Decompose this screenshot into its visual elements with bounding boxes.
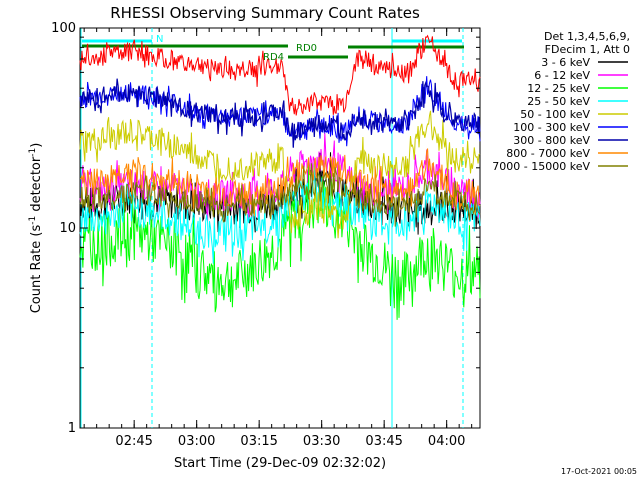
legend-label: 6 - 12 keV <box>534 69 590 82</box>
flag-label-rd4: RD4 <box>263 52 284 63</box>
legend-label: 12 - 25 keV <box>527 82 590 95</box>
x-tick-label: 03:30 <box>303 434 340 449</box>
timestamp: 17-Oct-2021 00:05 <box>561 467 637 476</box>
series-line-50-100-keV <box>79 110 481 239</box>
series-line-300-800-keV <box>79 78 481 148</box>
chart-title: RHESSI Observing Summary Count Rates <box>110 4 420 22</box>
legend-label: 3 - 6 keV <box>541 56 590 69</box>
y-axis: 1 10 100 <box>51 21 480 436</box>
legend-label: 25 - 50 keV <box>527 95 590 108</box>
legend-label: 7000 - 15000 keV <box>492 160 590 173</box>
y-axis-label-main: Count Rate (s <box>29 225 44 314</box>
series-line-upper <box>79 34 481 116</box>
legend-header-line2: FDecim 1, Att 0 <box>545 43 630 56</box>
y-tick-label: 1 <box>68 421 76 436</box>
y-axis-label-end: ) <box>29 143 44 148</box>
flag-label-n: N <box>156 34 163 45</box>
series-line-12-25-keV <box>79 162 481 320</box>
legend-label: 300 - 800 keV <box>513 134 590 147</box>
state-flags <box>82 39 464 59</box>
x-tick-label: 03:15 <box>240 434 277 449</box>
y-axis-label-mid: detector <box>29 156 44 216</box>
y-tick-label: 100 <box>51 21 76 36</box>
x-tick-label: 03:00 <box>178 434 215 449</box>
flag-label-rd0: RD0 <box>296 43 317 54</box>
legend-label: 800 - 7000 keV <box>506 147 590 160</box>
y-tick-label: 10 <box>59 221 76 236</box>
legend: Det 1,3,4,5,6,9, FDecim 1, Att 0 3 - 6 k… <box>492 30 630 173</box>
series-lines <box>79 34 481 320</box>
series-line-7000-15000-keV <box>79 163 481 227</box>
x-tick-label: 03:45 <box>365 434 402 449</box>
x-tick-label: 04:00 <box>428 434 465 449</box>
legend-header-line1: Det 1,3,4,5,6,9, <box>544 30 630 43</box>
x-tick-label: 02:45 <box>115 434 152 449</box>
y-axis-label-sup2: -1 <box>28 148 38 157</box>
legend-label: 100 - 300 keV <box>513 121 590 134</box>
y-axis-label-sup1: -1 <box>28 216 38 225</box>
y-axis-label: Count Rate (s-1 detector-1) <box>28 143 44 314</box>
x-axis: 02:45 03:00 03:15 03:30 03:45 04:00 <box>83 28 473 449</box>
x-axis-label: Start Time (29-Dec-09 02:32:02) <box>174 456 386 471</box>
series-line-3-6-keV <box>79 152 481 235</box>
legend-label: 50 - 100 keV <box>520 108 590 121</box>
